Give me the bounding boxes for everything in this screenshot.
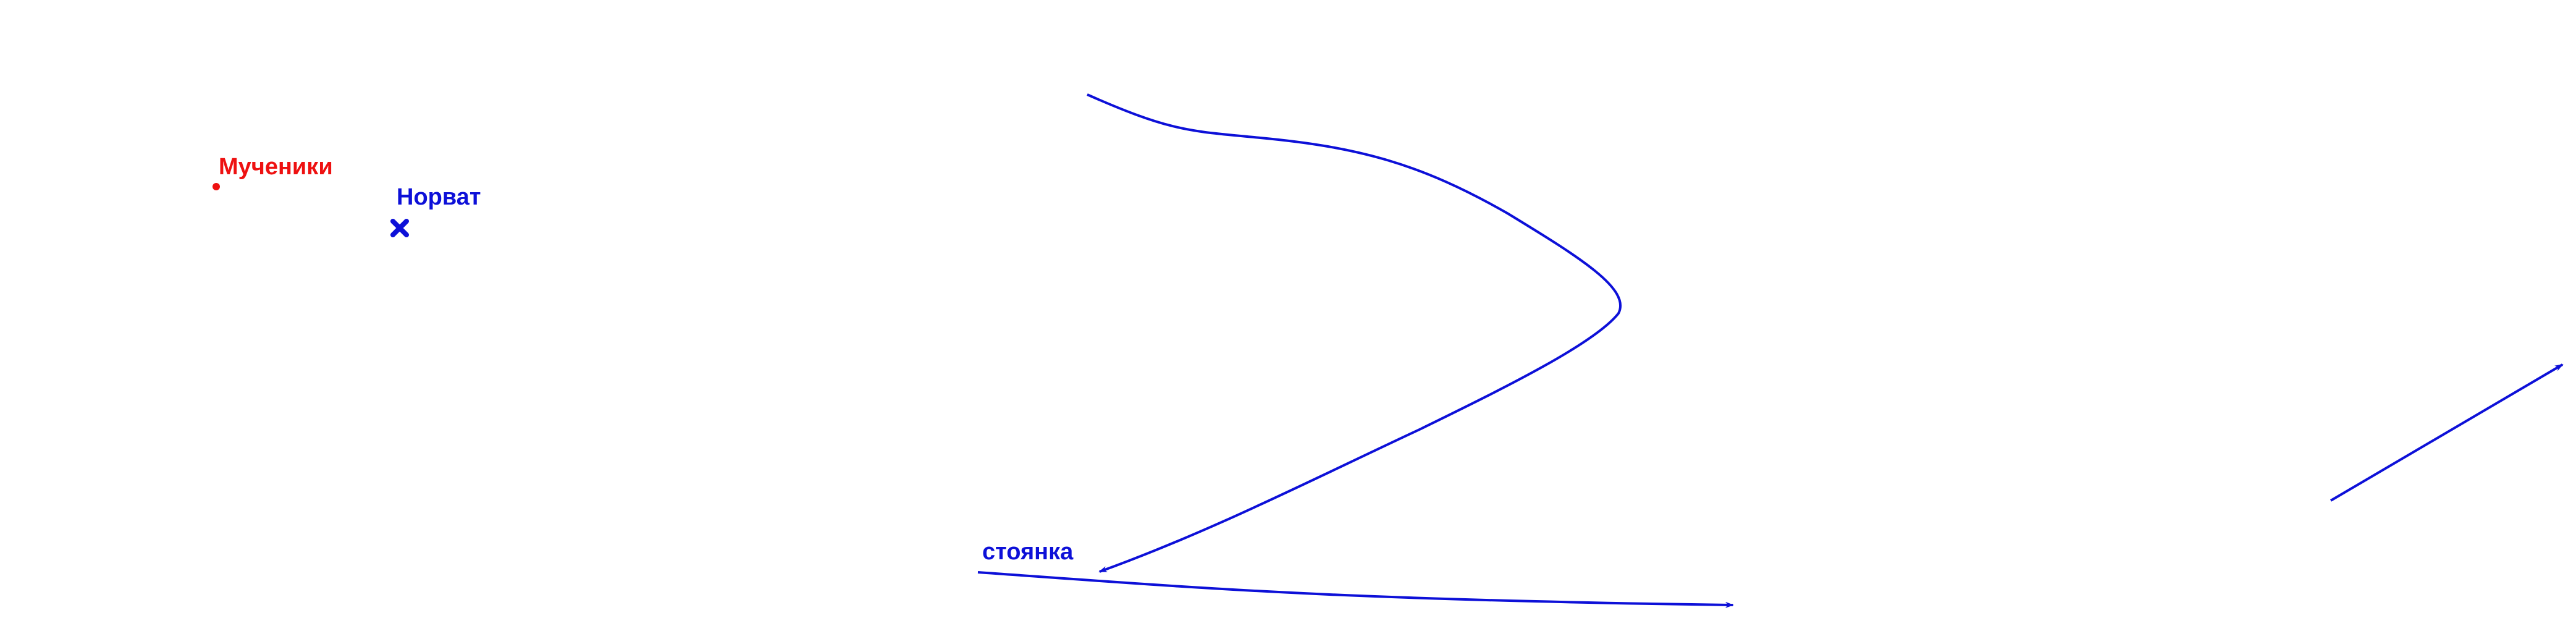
curved-route[interactable] — [1087, 93, 1622, 573]
place-norvat[interactable]: Норват — [390, 184, 481, 237]
place-label-stoyanka: стоянка — [982, 539, 1074, 565]
cross-icon — [390, 219, 409, 237]
place-label-norvat: Норват — [397, 184, 481, 210]
place-label-muchniki: Мученики — [219, 154, 333, 180]
right-route[interactable] — [2330, 363, 2564, 502]
lower-route[interactable] — [977, 571, 1734, 608]
place-muchniki[interactable]: Мученики — [213, 154, 333, 190]
dot-icon — [213, 183, 220, 190]
